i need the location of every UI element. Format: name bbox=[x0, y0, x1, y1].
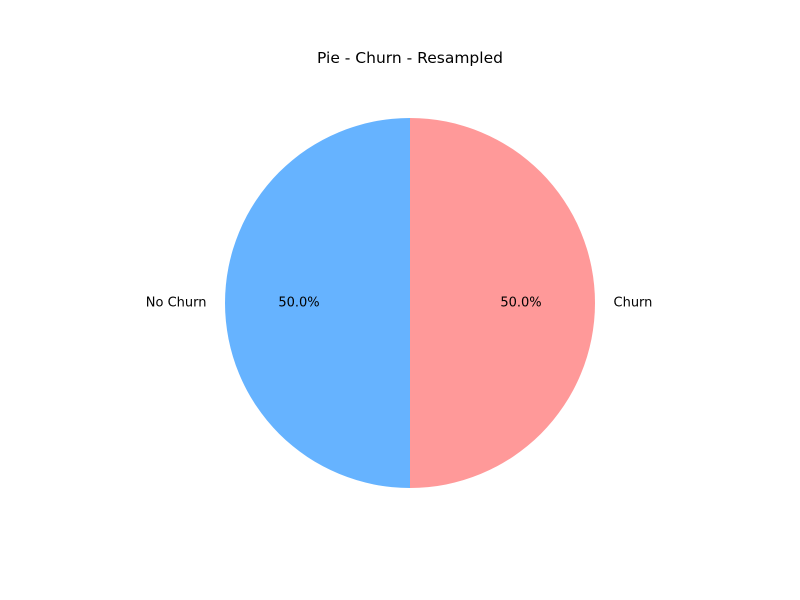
slice-label-no-churn: No Churn bbox=[146, 296, 207, 311]
chart-title: Pie - Churn - Resampled bbox=[317, 49, 503, 67]
pie-slice-no-churn bbox=[225, 118, 410, 488]
labels-group: Churn 50.0% No Churn 50.0% bbox=[146, 296, 653, 311]
slice-percent-churn: 50.0% bbox=[500, 296, 541, 311]
slices-group bbox=[225, 118, 595, 488]
slice-percent-no-churn: 50.0% bbox=[278, 296, 319, 311]
pie-slice-churn bbox=[410, 118, 595, 488]
slice-label-churn: Churn bbox=[614, 296, 653, 311]
